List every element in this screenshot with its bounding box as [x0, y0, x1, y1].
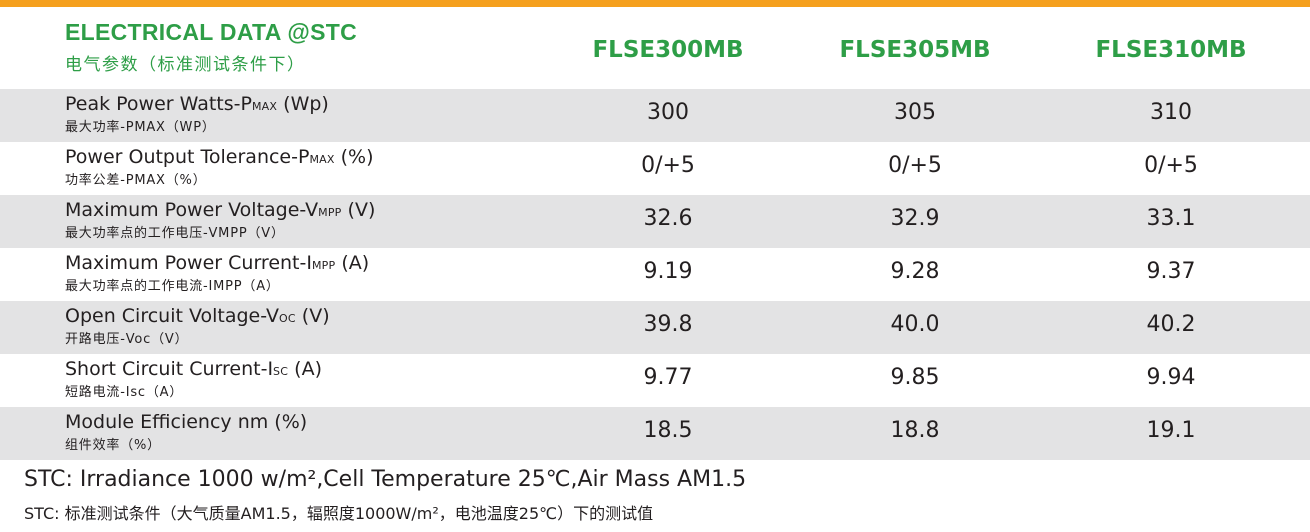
parameter-name-cn: 功率公差-PMAX（%）	[65, 173, 207, 188]
table-row: Power Output Tolerance-PMAX (%) 功率公差-PMA…	[0, 142, 1310, 195]
value-cell: 32.6	[643, 206, 693, 231]
section-subtitle: 电气参数（标准测试条件下）	[65, 55, 306, 75]
value-cell: 40.2	[1146, 312, 1196, 337]
parameter-name: Open Circuit Voltage-VOC (V)	[65, 305, 330, 327]
value-cell: 300	[647, 100, 689, 125]
parameter-name-cn: 组件效率（%）	[65, 438, 161, 453]
model-header-2: FLSE305MB	[839, 37, 991, 63]
parameter-name: Peak Power Watts-PMAX (Wp)	[65, 93, 329, 115]
value-cell: 18.5	[643, 418, 693, 443]
stc-footnote: STC: Irradiance 1000 w/m²,Cell Temperatu…	[24, 467, 747, 492]
value-cell: 18.8	[890, 418, 940, 443]
parameter-name: Module Efficiency nm (%)	[65, 411, 308, 433]
top-accent-bar	[0, 0, 1310, 7]
value-cell: 310	[1150, 100, 1192, 125]
value-cell: 39.8	[643, 312, 693, 337]
table-row: Peak Power Watts-PMAX (Wp) 最大功率-PMAX（WP）…	[0, 89, 1310, 142]
parameter-name-cn: 短路电流-Isc（A）	[65, 385, 184, 400]
model-header-1: FLSE300MB	[592, 37, 744, 63]
value-cell: 32.9	[890, 206, 940, 231]
value-cell: 9.85	[890, 365, 940, 390]
value-cell: 19.1	[1146, 418, 1196, 443]
value-cell: 305	[894, 100, 936, 125]
value-cell: 9.94	[1146, 365, 1196, 390]
table-row: Maximum Power Current-IMPP (A) 最大功率点的工作电…	[0, 248, 1310, 301]
value-cell: 9.37	[1146, 259, 1196, 284]
parameter-name-cn: 最大功率点的工作电流-IMPP（A）	[65, 279, 280, 294]
value-cell: 9.28	[890, 259, 940, 284]
section-title: ELECTRICAL DATA @STC	[65, 19, 358, 45]
electrical-data-table: Peak Power Watts-PMAX (Wp) 最大功率-PMAX（WP）…	[0, 89, 1310, 460]
table-row: Open Circuit Voltage-VOC (V) 开路电压-Voc（V）…	[0, 301, 1310, 354]
table-row: Short Circuit Current-ISC (A) 短路电流-Isc（A…	[0, 354, 1310, 407]
value-cell: 40.0	[890, 312, 940, 337]
model-header-3: FLSE310MB	[1095, 37, 1247, 63]
value-cell: 9.19	[643, 259, 693, 284]
stc-footnote-cn: STC: 标准测试条件（大气质量AM1.5，辐照度1000W/m²，电池温度25…	[24, 504, 654, 523]
parameter-name: Maximum Power Current-IMPP (A)	[65, 252, 370, 274]
value-cell: 33.1	[1146, 206, 1196, 231]
parameter-name: Maximum Power Voltage-VMPP (V)	[65, 199, 376, 221]
value-cell: 0/+5	[888, 153, 942, 178]
table-row: Maximum Power Voltage-VMPP (V) 最大功率点的工作电…	[0, 195, 1310, 248]
table-row: Module Efficiency nm (%) 组件效率（%） 18.5 18…	[0, 407, 1310, 460]
parameter-name-cn: 最大功率点的工作电压-VMPP（V）	[65, 226, 285, 241]
parameter-name-cn: 最大功率-PMAX（WP）	[65, 120, 216, 135]
value-cell: 9.77	[643, 365, 693, 390]
parameter-name-cn: 开路电压-Voc（V）	[65, 332, 189, 347]
parameter-name: Power Output Tolerance-PMAX (%)	[65, 146, 374, 168]
value-cell: 0/+5	[1144, 153, 1198, 178]
table-header: ELECTRICAL DATA @STC 电气参数（标准测试条件下） FLSE3…	[0, 7, 1310, 89]
parameter-name: Short Circuit Current-ISC (A)	[65, 358, 322, 380]
value-cell: 0/+5	[641, 153, 695, 178]
